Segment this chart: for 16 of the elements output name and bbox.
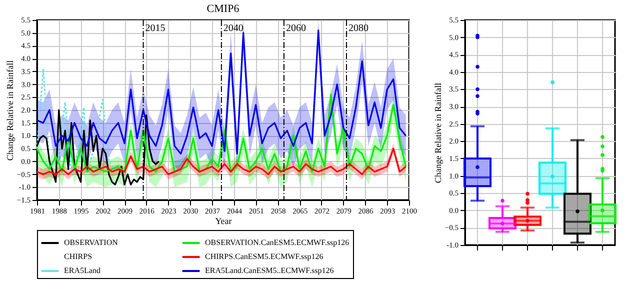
text: CHIRPS xyxy=(64,252,92,261)
x-axis-title: Year xyxy=(215,216,232,226)
y-axis-title: Change Relative in Rainfall xyxy=(432,82,443,184)
legend-label: OBSERVATION.CanESM5.ECMWF.ssp126 xyxy=(205,238,350,247)
line-series xyxy=(36,94,407,173)
legend-label: CHIRPS.CanESM5.ECMWF.ssp126 xyxy=(205,252,324,261)
ref-line-label: 2040 xyxy=(223,23,244,34)
y-axis-title: Change Relative in Rainfall xyxy=(4,60,15,161)
legend-label: ERA5Land xyxy=(64,266,100,275)
ref-line-label: 2060 xyxy=(286,23,306,34)
legend-label: ERA5Land.CanESM5..ECMWF.ssp126 xyxy=(205,266,334,275)
legend-label: OBSERVATION xyxy=(64,238,118,247)
chart-title: CMIP6 xyxy=(206,3,240,15)
ref-line-label: 2015 xyxy=(145,23,166,34)
ref-line-label: 2080 xyxy=(348,23,368,34)
line-series xyxy=(36,68,116,176)
